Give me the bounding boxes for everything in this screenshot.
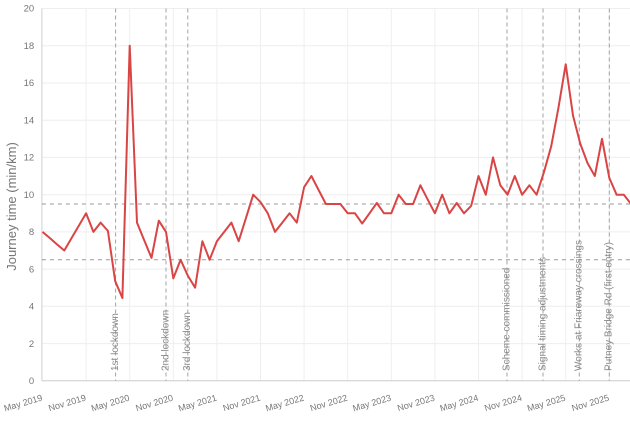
svg-text:Scheme commissioned: Scheme commissioned — [501, 268, 512, 371]
svg-text:3rd lockdown: 3rd lockdown — [182, 312, 193, 371]
svg-text:Journey time (min/km): Journey time (min/km) — [4, 142, 19, 271]
svg-text:20: 20 — [24, 4, 35, 15]
svg-text:Signal timing adjustments: Signal timing adjustments — [537, 257, 548, 371]
svg-text:Putney Bridge Rd (first entry): Putney Bridge Rd (first entry) — [604, 242, 615, 371]
svg-text:1st lockdown: 1st lockdown — [110, 313, 121, 371]
svg-text:6: 6 — [29, 264, 34, 275]
svg-text:Works at Friareway crossings: Works at Friareway crossings — [574, 240, 585, 371]
svg-text:10: 10 — [24, 190, 35, 201]
svg-text:0: 0 — [29, 376, 34, 387]
svg-text:2: 2 — [29, 339, 34, 350]
svg-text:12: 12 — [24, 153, 35, 164]
svg-text:8: 8 — [29, 227, 34, 238]
svg-text:18: 18 — [24, 41, 35, 52]
svg-text:14: 14 — [24, 115, 35, 126]
svg-text:16: 16 — [24, 78, 35, 89]
svg-text:4: 4 — [29, 302, 34, 313]
svg-text:2nd lockdown: 2nd lockdown — [160, 310, 171, 371]
